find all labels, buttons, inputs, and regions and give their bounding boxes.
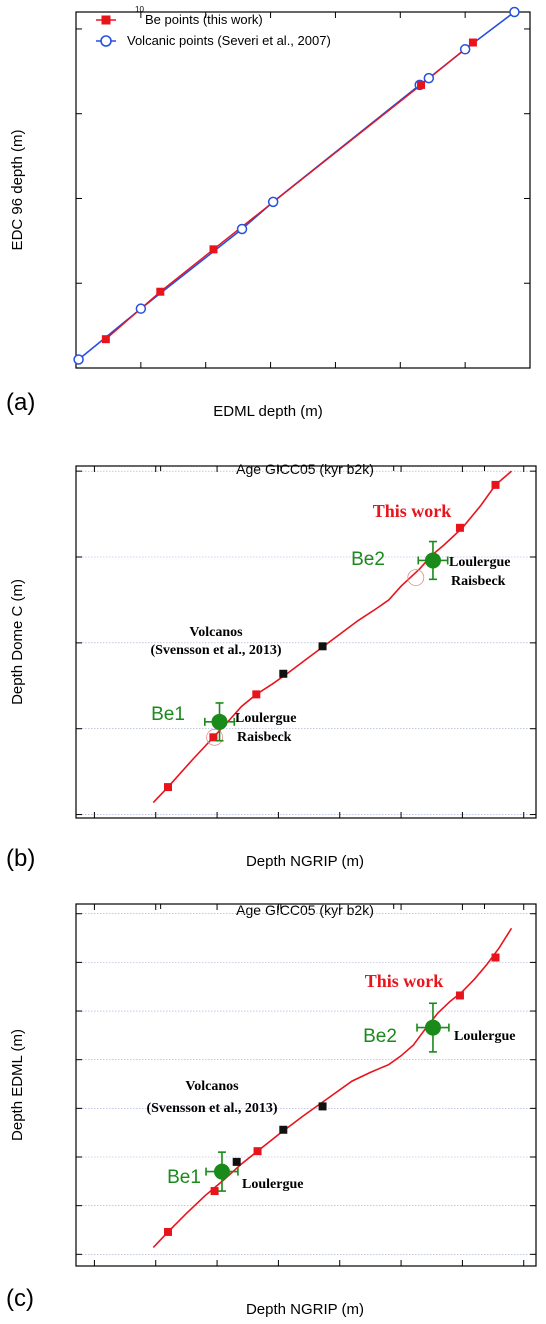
be-point: [417, 80, 426, 89]
annotation-be1-c: Be1: [167, 1167, 201, 1188]
be-estimate-point: [213, 1163, 230, 1180]
panel-label-b: (b): [6, 845, 35, 872]
volcanic-point: [459, 44, 471, 55]
annotation-volcanos-ref-c: (Svensson et al., 2013): [146, 1101, 277, 1116]
top-axis-title-b: Age GICC05 (kyr b2k): [236, 461, 374, 477]
be-point: [455, 991, 464, 1000]
x-axis-title-b: Depth NGRIP (m): [246, 853, 364, 870]
legend-marker-volcanic: [100, 35, 112, 47]
be-point: [455, 523, 464, 532]
volcanic-point: [73, 354, 84, 365]
annotation-be2-c: Be2: [363, 1026, 397, 1047]
legend-be-superscript: 10: [135, 5, 144, 14]
legend-marker-be: [101, 15, 111, 25]
panel-b: Age GICC05 (kyr b2k) This work Volcanos …: [6, 461, 537, 872]
be-point: [491, 480, 500, 489]
plot-frame-b: [75, 465, 537, 819]
legend-label-volcanic: Volcanic points (Severi et al., 2007): [127, 33, 331, 48]
be-point: [164, 783, 172, 792]
annotation-be1-raisbeck-b: Raisbeck: [237, 730, 292, 745]
be-point: [253, 1147, 262, 1156]
volcanic-point: [318, 1102, 327, 1111]
annotation-this-work-b: This work: [373, 501, 452, 521]
annotation-be2-loulergue-b: Loulergue: [449, 555, 510, 570]
be-point: [209, 733, 218, 742]
volcanic-point: [279, 669, 288, 678]
volcanic-point: [135, 303, 147, 314]
plot-frame-a: [75, 11, 531, 369]
volcanic-point: [423, 72, 435, 84]
volcanic-point: [279, 1125, 288, 1134]
annotation-be1-loulergue-c: Loulergue: [242, 1177, 303, 1192]
annotation-be1-b: Be1: [151, 704, 185, 725]
be-point: [209, 245, 218, 254]
y-axis-title-a: EDC 96 depth (m): [9, 130, 26, 251]
annotation-be1-loulergue-b: Loulergue: [235, 711, 296, 726]
plot-frame-c: [75, 903, 537, 1267]
x-axis-title-c: Depth NGRIP (m): [246, 1301, 364, 1318]
y-axis-title-c: Depth EDML (m): [9, 1029, 26, 1141]
panel-label-c: (c): [6, 1285, 34, 1312]
annotation-be2-b: Be2: [351, 549, 385, 570]
be-point: [164, 1227, 172, 1236]
volcanic-point: [509, 6, 520, 18]
be-point: [210, 1187, 219, 1196]
annotation-be2-loulergue-c: Loulergue: [454, 1029, 515, 1044]
volcanic-point: [318, 642, 327, 651]
be-point: [101, 335, 110, 344]
be-point: [468, 38, 477, 47]
annotation-be2-raisbeck-b: Raisbeck: [451, 574, 506, 589]
legend-a: 10 Be points (this work) Volcanic points…: [96, 5, 331, 48]
be-estimate-point: [211, 713, 228, 730]
panel-c: Age GICC05 (kyr b2k) This work Volcanos …: [6, 902, 537, 1318]
be-point: [252, 690, 261, 699]
volcanic-point: [267, 196, 279, 208]
annotation-volcanos-ref-b: (Svensson et al., 2013): [150, 643, 281, 658]
ghost-circle: [407, 569, 425, 587]
x-axis-title-a: EDML depth (m): [213, 403, 322, 420]
be-estimate-point: [424, 552, 441, 569]
be-estimate-point: [424, 1019, 441, 1036]
volcanic-point: [232, 1157, 241, 1166]
correlation-curve: [152, 927, 513, 1249]
y-axis-title-b: Depth Dome C (m): [9, 579, 26, 705]
be-point: [491, 953, 500, 962]
annotation-this-work-c: This work: [365, 971, 444, 991]
be-point: [156, 287, 165, 296]
ghost-circle: [206, 728, 224, 746]
panel-a: 10 Be points (this work) Volcanic points…: [6, 5, 531, 420]
annotation-volcanos-c: Volcanos: [185, 1079, 239, 1094]
legend-label-be: Be points (this work): [145, 12, 263, 27]
annotation-volcanos-b: Volcanos: [189, 625, 243, 640]
panel-label-a: (a): [6, 389, 35, 416]
volcanic-point: [236, 223, 248, 235]
